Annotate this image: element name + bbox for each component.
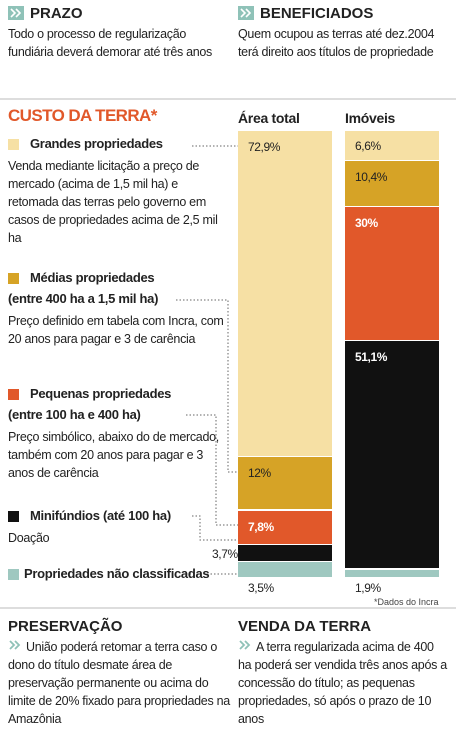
value-label: 3,5%: [248, 580, 274, 595]
section-title: PRAZO: [30, 5, 83, 22]
legend-swatch: [8, 511, 19, 522]
value-label: 7,8%: [248, 519, 274, 534]
section-text: Quem ocupou as terras até dez.2004 terá …: [238, 27, 435, 59]
section-text: União poderá retomar a terra caso o dono…: [8, 640, 230, 726]
section-text: Todo o processo de regularização fundiár…: [8, 27, 212, 59]
leader-line: [186, 414, 238, 526]
value-label: 6,6%: [355, 138, 381, 153]
section-title: PRESERVAÇÃO: [8, 618, 123, 635]
legend-text: Preço definido em tabela com Incra, com …: [8, 314, 224, 346]
value-label: 30%: [355, 215, 378, 230]
legend-swatch: [8, 389, 19, 400]
leader-line: [176, 299, 238, 473]
value-label: 51,1%: [355, 350, 388, 365]
legend-swatch: [8, 569, 19, 580]
legend-text: Venda mediante licitação a preço de merc…: [8, 159, 218, 245]
value-label: 10,4%: [355, 169, 388, 184]
value-label: 3,7%: [212, 546, 238, 561]
bar-segment: [238, 456, 332, 510]
bar-segment: [238, 510, 332, 545]
bar-segment: [345, 341, 439, 569]
legend-text: Preço simbólico, abaixo do de mercado, t…: [8, 430, 219, 480]
legend-label: Propriedades não classificadas: [24, 566, 210, 581]
value-label: 12%: [248, 465, 271, 480]
legend-swatch: [8, 273, 19, 284]
legend-note: (entre 400 ha a 1,5 mil ha): [8, 291, 159, 306]
source: *Dados do Incra: [374, 597, 439, 607]
legend-text: Doação: [8, 531, 50, 545]
bar-segment: [238, 545, 332, 561]
column-label: Área total: [238, 110, 300, 126]
value-label: 1,9%: [355, 581, 381, 595]
section-text: A terra regularizada acima de 400 ha pod…: [238, 640, 447, 726]
leader-line: [192, 515, 238, 541]
bar-segment: [345, 131, 439, 160]
bar-segment: [238, 131, 332, 456]
legend-label: Minifúndios (até 100 ha): [30, 508, 171, 523]
section-title: BENEFICIADOS: [260, 5, 374, 22]
section-title: VENDA DA TERRA: [238, 618, 372, 635]
bar-segment: [345, 206, 439, 341]
bar-segment: [345, 569, 439, 577]
bar-segment: [238, 561, 332, 577]
chart-title: CUSTO DA TERRA*: [8, 106, 157, 125]
legend-note: (entre 100 ha e 400 ha): [8, 407, 141, 422]
value-label: 72,9%: [248, 140, 281, 154]
legend-swatch: [8, 139, 19, 150]
legend-label: Médias propriedades: [30, 270, 155, 285]
bar-segment: [345, 160, 439, 206]
column-label: Imóveis: [345, 110, 396, 126]
legend-label: Grandes propriedades: [30, 136, 163, 151]
legend-label: Pequenas propriedades: [30, 386, 172, 401]
